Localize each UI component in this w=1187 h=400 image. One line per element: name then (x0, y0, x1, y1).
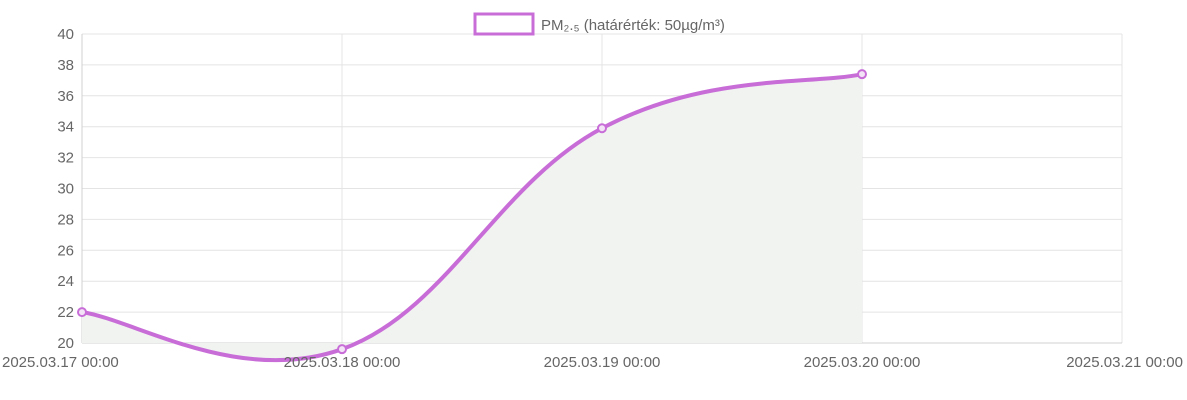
area-fill-path (82, 74, 862, 361)
x-tick-label: 2025.03.17 00:00 (2, 354, 119, 371)
x-axis-ticks: 2025.03.17 00:00 2025.03.18 00:00 2025.03.… (2, 354, 1183, 371)
series-line-path (80, 72, 864, 363)
y-tick-label: 40 (57, 26, 74, 43)
area-fill (82, 74, 862, 361)
y-tick-label: 22 (57, 304, 74, 321)
y-axis-ticks: 20 22 24 26 28 30 32 34 36 38 40 (57, 26, 74, 352)
y-tick-label: 24 (57, 273, 74, 290)
y-tick-label: 28 (57, 211, 74, 228)
y-tick-label: 20 (57, 335, 74, 352)
data-point (857, 69, 867, 80)
x-tick-label: 2025.03.19 00:00 (544, 354, 661, 371)
x-tick-label: 2025.03.20 00:00 (804, 354, 921, 371)
y-tick-label: 32 (57, 150, 74, 167)
data-points (77, 69, 867, 355)
legend-label[interactable]: PM₂.₅ (határérték: 50µg/m³) (541, 17, 725, 34)
y-tick-label: 38 (57, 57, 74, 74)
x-tick-label: 2025.03.18 00:00 (284, 354, 401, 371)
data-point (337, 344, 347, 355)
data-point (77, 307, 87, 318)
y-tick-label: 26 (57, 242, 74, 259)
y-tick-label: 30 (57, 181, 74, 198)
data-point (597, 123, 607, 134)
x-tick-label: 2025.03.21 00:00 (1066, 354, 1183, 371)
y-tick-label: 36 (57, 88, 74, 105)
legend[interactable]: PM₂.₅ (határérték: 50µg/m³) (473, 12, 725, 36)
y-tick-label: 34 (57, 119, 74, 136)
legend-swatch[interactable] (473, 12, 535, 36)
series-line (80, 72, 864, 363)
